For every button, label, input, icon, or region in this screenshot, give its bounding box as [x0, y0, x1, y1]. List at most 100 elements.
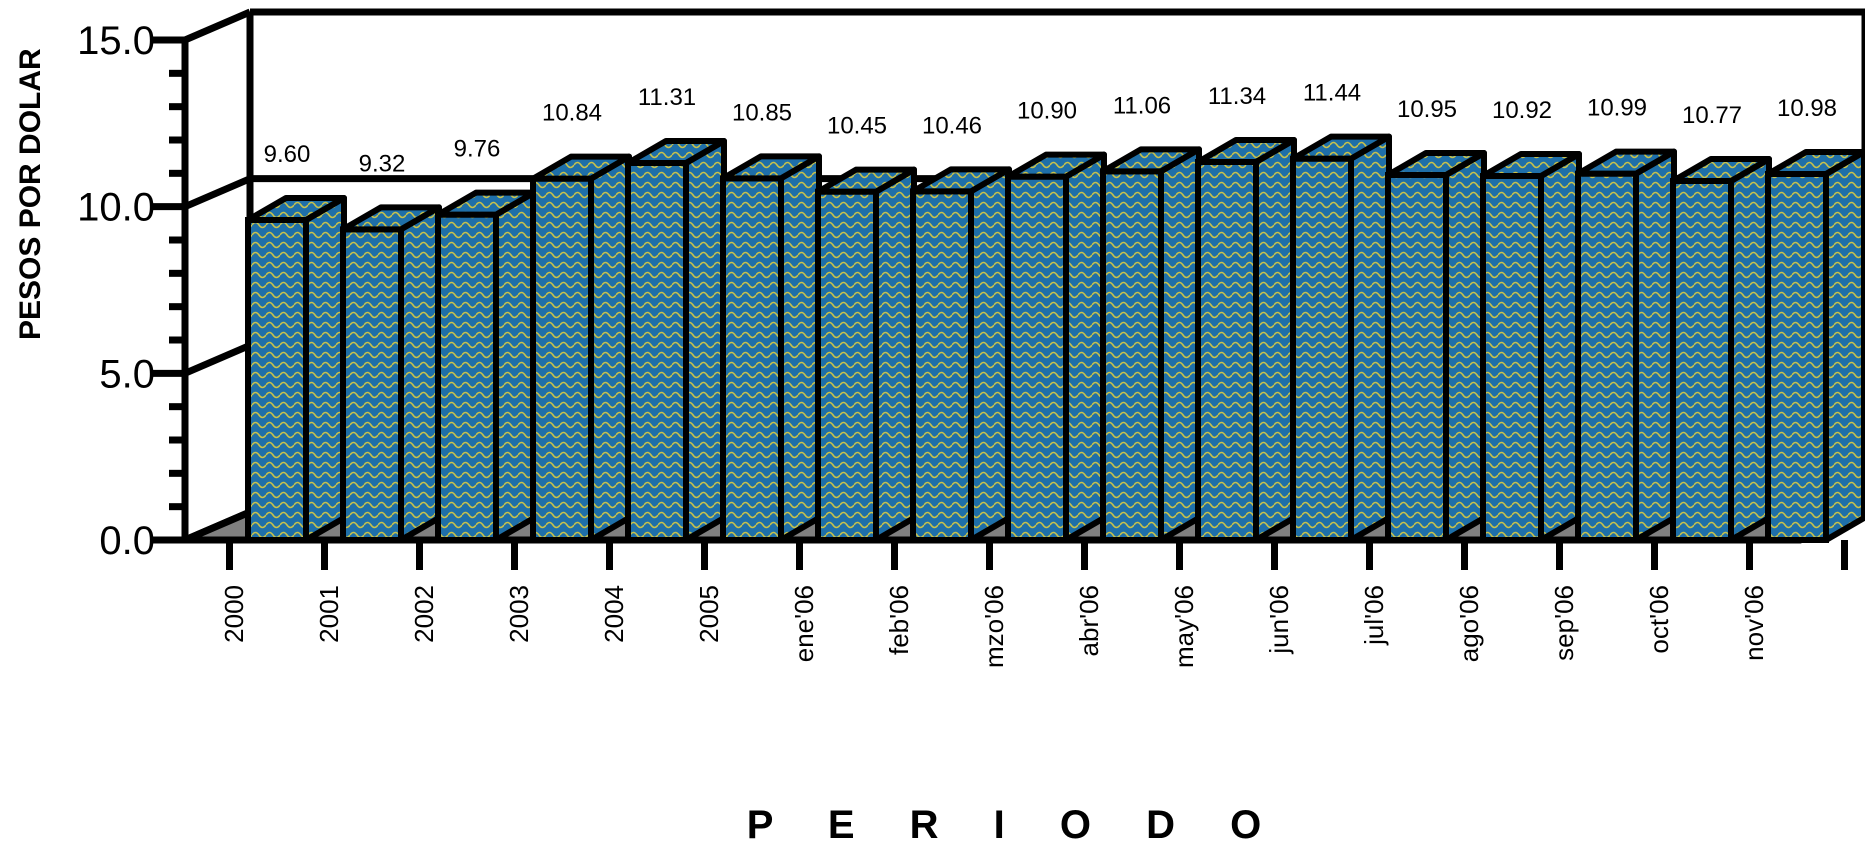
data-label: 10.95 [1397, 96, 1457, 123]
y-tick-label: 15.0 [77, 19, 155, 63]
x-tick-label: oct'06 [1644, 585, 1674, 654]
data-label: 11.34 [1208, 83, 1266, 110]
x-tick-label: nov'06 [1739, 585, 1769, 661]
x-tick-label: sep'06 [1549, 585, 1579, 661]
y-tick-label: 0.0 [99, 519, 155, 563]
bar-side [588, 153, 632, 543]
data-label: 9.32 [359, 150, 406, 177]
x-tick-label: 2003 [504, 585, 534, 643]
bar-side [1158, 146, 1202, 543]
bar-top [1670, 156, 1772, 184]
bar-top [1100, 146, 1202, 175]
labels-group: 0.0 5.0 10.0 15.0 9.60 2000 9.32 2001 9.76 2002 10… [77, 19, 1837, 668]
bar-top [1005, 151, 1107, 180]
data-label: 9.60 [264, 141, 311, 168]
bar [245, 195, 347, 543]
bar-top [1290, 133, 1392, 162]
bar-side [1348, 133, 1392, 543]
bar-side [303, 195, 347, 543]
bar-front [1290, 155, 1354, 544]
bar-top [340, 204, 442, 233]
bars-group [245, 133, 1865, 544]
bar-top [530, 153, 632, 182]
data-label: 10.84 [542, 100, 602, 127]
bar-front [530, 175, 594, 544]
bar [1670, 156, 1772, 543]
bar-front [1385, 172, 1449, 543]
side-wall-gridline [183, 8, 252, 44]
bar-side [873, 166, 917, 543]
data-label: 10.85 [732, 99, 792, 126]
bar-front [435, 211, 499, 544]
data-label: 11.31 [638, 84, 696, 111]
bar-top [1195, 137, 1297, 165]
bar-top [1765, 149, 1865, 177]
x-tick-label: 2005 [694, 585, 724, 643]
bar-front [1100, 168, 1164, 543]
bar-front [1005, 173, 1069, 544]
bar-front [1670, 178, 1734, 543]
y-tick-label: 10.0 [77, 186, 155, 230]
bar-side [1253, 137, 1297, 543]
data-label: 9.76 [454, 136, 501, 163]
bar-front [910, 188, 974, 543]
bar [1290, 133, 1392, 544]
data-label: 11.06 [1113, 92, 1171, 119]
bar [435, 189, 537, 544]
bar [1385, 150, 1487, 543]
bar-side [493, 189, 537, 543]
bar-front [340, 226, 404, 543]
data-label: 10.90 [1017, 98, 1077, 125]
bar [1765, 149, 1865, 543]
bar-top [815, 166, 917, 195]
x-tick-label: 2004 [599, 585, 629, 643]
data-label: 10.46 [922, 112, 982, 139]
x-tick-label: may'06 [1169, 585, 1199, 668]
bar-front [720, 175, 784, 543]
bar [530, 153, 632, 544]
x-tick-label: abr'06 [1074, 585, 1104, 656]
bar-side [968, 166, 1012, 543]
bar [1480, 151, 1582, 543]
bar [1195, 137, 1297, 543]
bar [720, 153, 822, 543]
x-tick-label: 2001 [314, 585, 344, 643]
x-tick-label: mzo'06 [979, 585, 1009, 668]
bar-top [1575, 148, 1677, 177]
x-tick-label: 2002 [409, 585, 439, 643]
data-label: 10.92 [1492, 97, 1552, 124]
bar-front [1575, 170, 1639, 544]
bar-side [1823, 149, 1865, 543]
bar-top [910, 166, 1012, 195]
x-tick-label: ene'06 [789, 585, 819, 662]
bar-side [398, 204, 442, 543]
bar-front [815, 188, 879, 544]
bar-top [625, 138, 727, 166]
bar-side [1538, 151, 1582, 543]
bar-side [683, 138, 727, 543]
bar-front [245, 217, 309, 543]
bar [1100, 146, 1202, 543]
bar-front [1765, 171, 1829, 543]
bar [1575, 148, 1677, 544]
x-tick-label: 2000 [219, 585, 249, 643]
bar-top [720, 153, 822, 182]
data-label: 10.77 [1682, 102, 1742, 129]
data-label: 11.44 [1303, 80, 1361, 107]
bar [625, 138, 727, 543]
data-label: 10.45 [827, 113, 887, 140]
x-tick-label: ago'06 [1454, 585, 1484, 662]
bar-front [1195, 159, 1259, 543]
bar [340, 204, 442, 543]
x-tick-label: jun'06 [1264, 585, 1294, 655]
x-axis-title: P E R I O D O [747, 803, 1283, 847]
side-wall-gridline [183, 175, 252, 210]
y-tick-label: 5.0 [99, 352, 155, 396]
x-tick-label: jul'06 [1359, 585, 1389, 646]
bar-side [1443, 150, 1487, 543]
bar-side [1063, 151, 1107, 543]
bar-top [1385, 150, 1487, 178]
bar-front [1480, 173, 1544, 543]
bar-side [778, 153, 822, 543]
